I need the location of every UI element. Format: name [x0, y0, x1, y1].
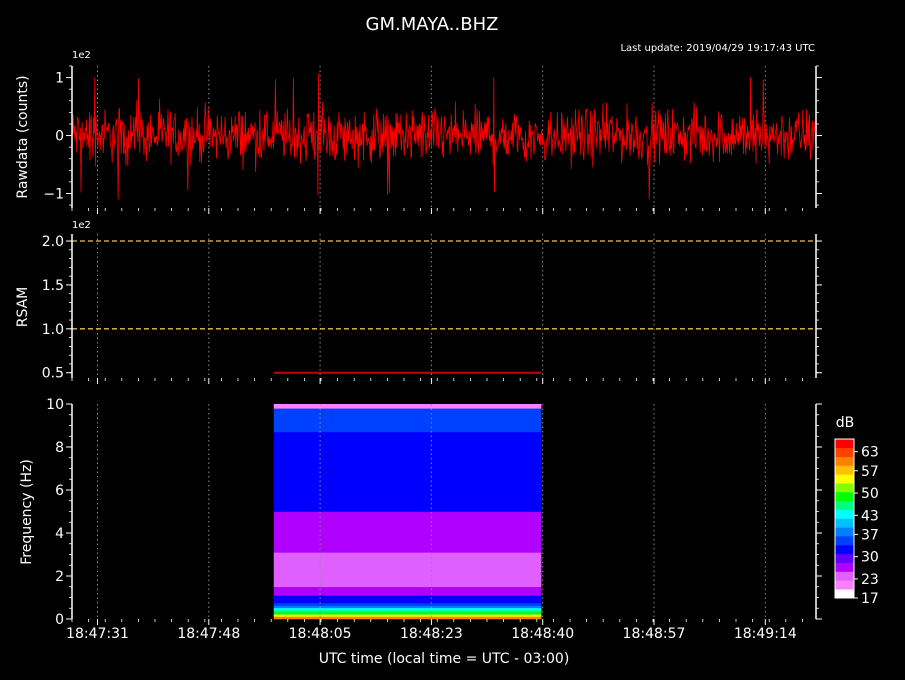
rsam-lines [72, 240, 816, 374]
colorbar-swatch [835, 553, 854, 563]
figure-title: GM.MAYA..BHZ [366, 14, 499, 35]
last-update: Last update: 2019/04/29 19:17:43 UTC [620, 43, 815, 54]
rawdata-ylabel: Rawdata (counts) [15, 75, 31, 198]
spectrogram-band [273, 607, 542, 611]
y-tick-label: 8 [55, 440, 64, 456]
spectrogram-cells [273, 404, 542, 620]
y-tick-label: 6 [55, 483, 64, 499]
y-tick-label: 2 [55, 569, 64, 585]
colorbar-swatches: 17 23 30 37 43 50 57 63 [834, 438, 879, 607]
x-tick-label: 18:47:31 [66, 626, 129, 642]
rsam-axes: 0.5 1.0 1.5 2.0 [42, 234, 822, 384]
x-tick-labels: 18:47:31 18:47:48 18:48:05 18:48:23 18:48:40… [66, 626, 797, 642]
rsam-panel: 0.5 1.0 1.5 2.0 1e2 RSAM [15, 220, 822, 384]
colorbar-swatch [835, 500, 854, 510]
y-tick-label: 1 [55, 71, 64, 87]
x-tick-label: 18:48:23 [400, 626, 463, 642]
spectrogram-axes: 0 2 4 6 8 10 [46, 397, 822, 628]
x-tick-label: 18:48:57 [623, 626, 686, 642]
y-tick-label: 4 [55, 526, 64, 542]
rawdata-grid [97, 66, 766, 208]
colorbar-tick-label: 50 [861, 486, 879, 502]
colorbar-swatch [835, 456, 854, 466]
spectrogram-band [273, 595, 542, 600]
y-tick-label: 2.0 [42, 234, 64, 250]
colorbar-swatch [835, 447, 854, 457]
spectrogram-band [273, 479, 542, 512]
x-tick-label: 18:47:48 [177, 626, 240, 642]
rsam-ylabel: RSAM [15, 287, 31, 328]
colorbar-tick-label: 23 [861, 572, 879, 588]
colorbar-tick-label: 43 [861, 508, 879, 524]
colorbar-swatch [835, 536, 854, 546]
y-tick-label: 0.5 [42, 366, 64, 382]
spectrogram-ylabel: Frequency (Hz) [19, 459, 35, 565]
colorbar-tick-label: 37 [861, 527, 879, 543]
rawdata-trace [72, 73, 816, 200]
y-tick-label: 0 [55, 129, 64, 145]
colorbar-swatch [835, 509, 854, 519]
y-tick-label: 0 [55, 612, 64, 628]
y-tick-label: 10 [46, 397, 64, 413]
colorbar-swatch [835, 589, 854, 599]
colorbar-swatch [835, 483, 854, 493]
rsam-scale-label: 1e2 [72, 220, 91, 231]
colorbar-swatch [835, 580, 854, 590]
colorbar-tick-label: 63 [861, 445, 879, 461]
y-tick-label: −1 [43, 187, 64, 203]
spectrogram-band [273, 404, 542, 409]
spectrogram-band [273, 552, 542, 588]
colorbar-swatch [835, 492, 854, 502]
y-tick-label: 1.0 [42, 322, 64, 338]
spectrogram-band [273, 616, 542, 620]
colorbar-swatch [835, 527, 854, 537]
spectrogram-band [273, 431, 542, 480]
spectrogram-band [273, 599, 542, 604]
spectrogram-band [273, 614, 542, 617]
colorbar-label: dB [836, 415, 855, 431]
spectrogram-band [273, 511, 542, 538]
colorbar-swatch [835, 562, 854, 572]
colorbar: dB 17 23 30 37 43 50 57 63 [834, 415, 879, 607]
colorbar-tick-label: 57 [861, 464, 879, 480]
colorbar-tick-label: 30 [861, 550, 879, 566]
colorbar-frame [834, 438, 855, 599]
x-tick-label: 18:48:05 [289, 626, 352, 642]
spectrogram-band [273, 586, 542, 596]
rawdata-axes: −1 0 1 [43, 65, 822, 214]
rawdata-panel: −1 0 1 1e2 Rawdata (counts) [15, 50, 822, 214]
x-tick-label: 18:49:14 [734, 626, 797, 642]
colorbar-swatch [835, 545, 854, 555]
spectrogram-band [273, 609, 542, 613]
colorbar-tick-label: 17 [861, 591, 879, 607]
colorbar-swatch [835, 571, 854, 581]
colorbar-swatch [835, 439, 854, 449]
colorbar-swatch [835, 474, 854, 484]
x-tick-label: 18:48:40 [511, 626, 574, 642]
spectrogram-band [273, 602, 542, 606]
colorbar-swatch [835, 465, 854, 475]
spectrogram-band [273, 605, 542, 609]
x-axis-label: UTC time (local time = UTC - 03:00) [319, 651, 570, 667]
spectrogram-band [273, 537, 542, 553]
spectrogram-band [273, 408, 542, 433]
colorbar-swatch [835, 518, 854, 528]
rsam-grid [97, 234, 766, 378]
y-tick-label: 1.5 [42, 278, 64, 294]
spectrogram-band [273, 612, 542, 615]
rawdata-scale-label: 1e2 [72, 50, 91, 61]
